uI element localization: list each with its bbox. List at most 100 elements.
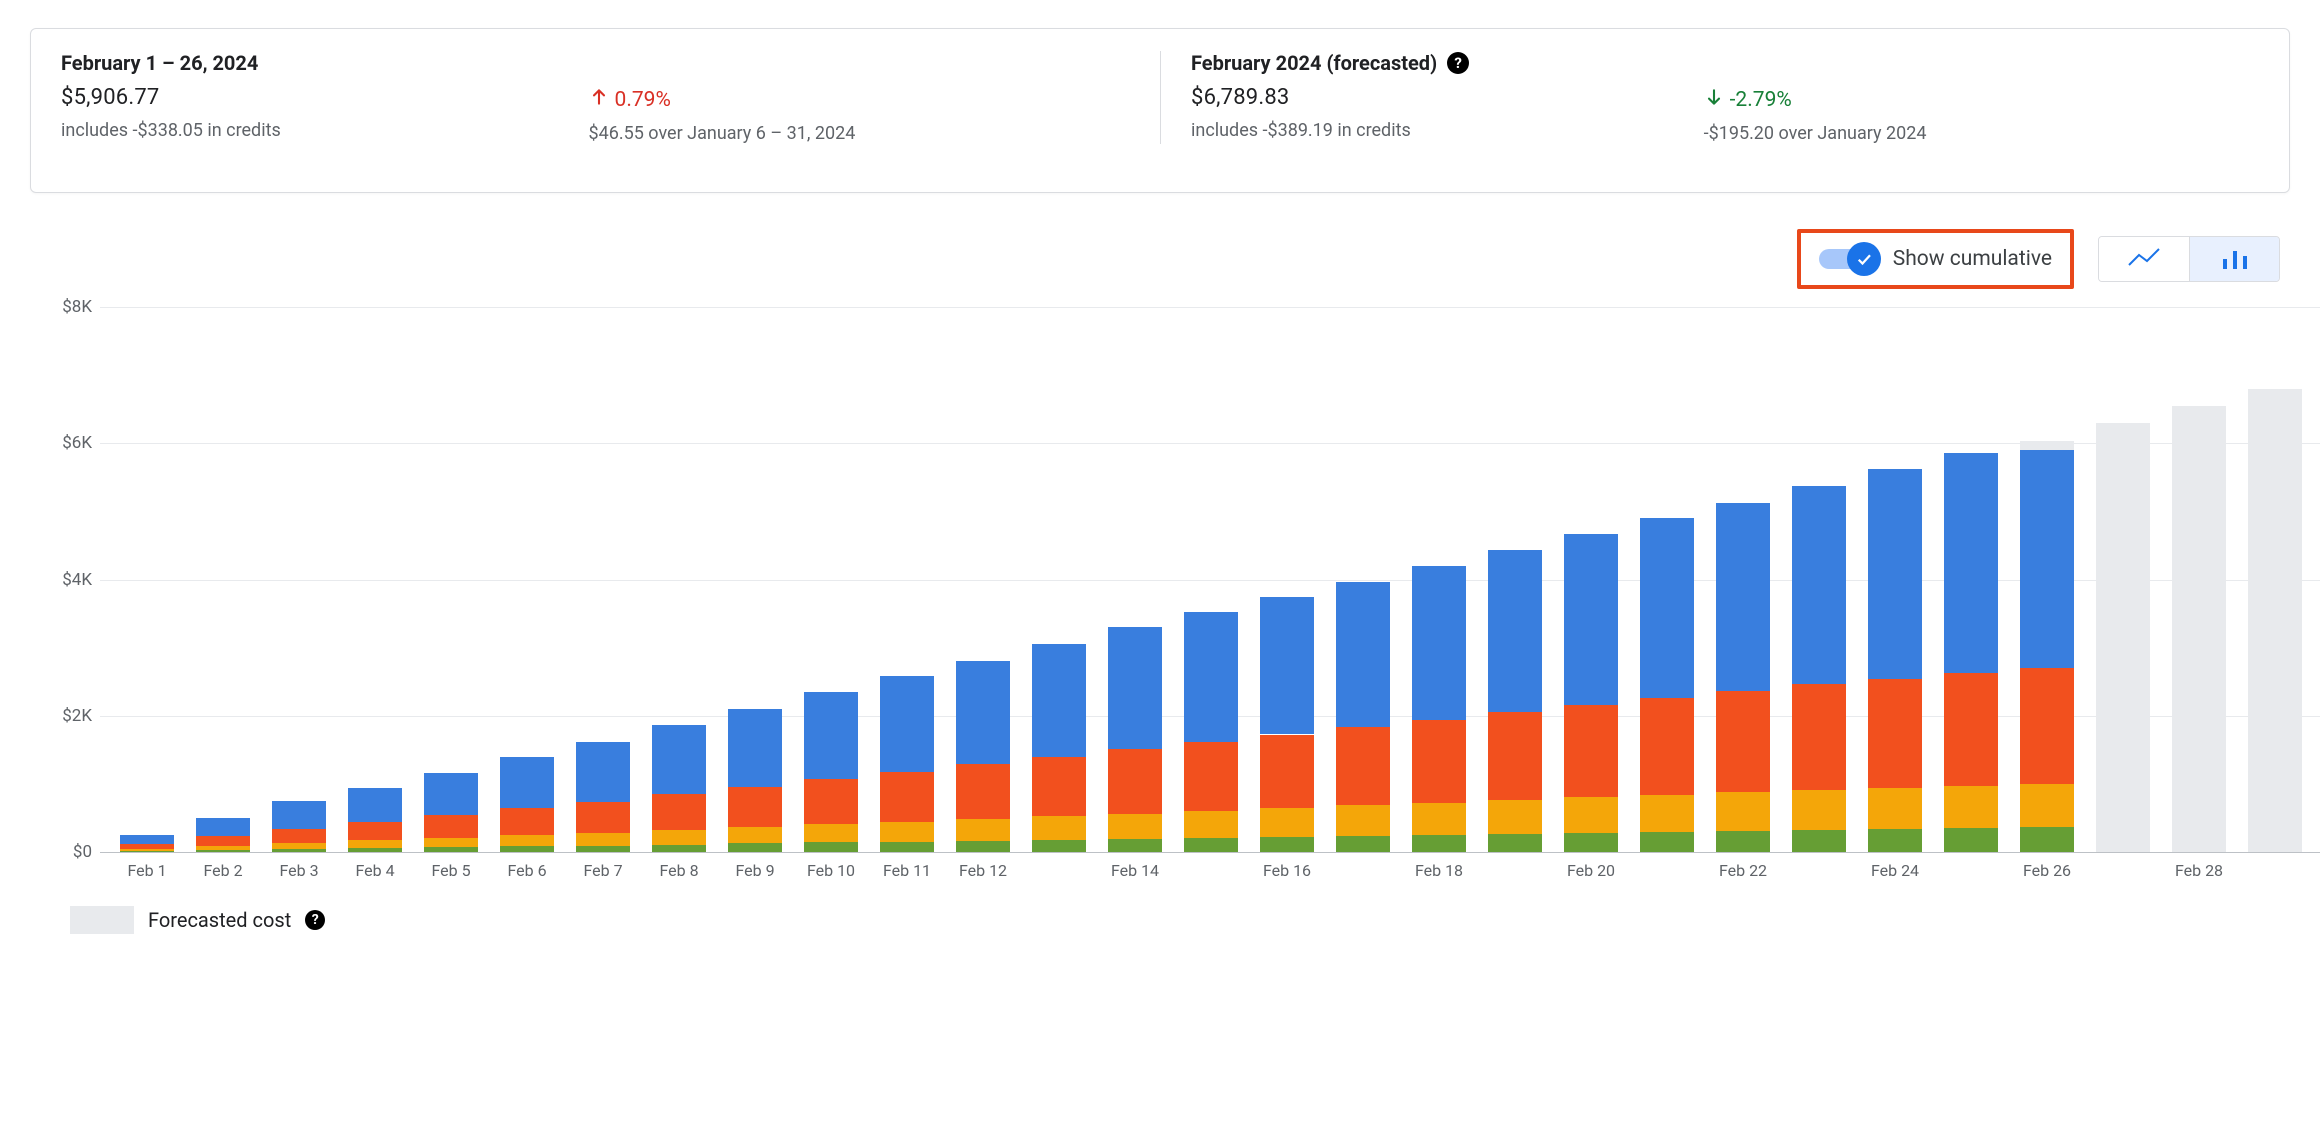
bar-segment-orange <box>728 787 782 827</box>
bar-segment-orange <box>1488 712 1542 800</box>
bar-segment-green <box>1032 840 1086 852</box>
x-axis-label: Feb 28 <box>2175 861 2223 880</box>
bar-segment-blue <box>956 661 1010 764</box>
forecast-delta: -2.79% <box>1704 87 2259 113</box>
bar-chart-icon <box>2220 247 2250 271</box>
bar-segment-orange <box>880 772 934 822</box>
forecast-credits-note: includes -$389.19 in credits <box>1191 120 1704 141</box>
bar-segment-yellow <box>1640 795 1694 832</box>
forecast-period-title: February 2024 (forecasted) <box>1191 51 1437 75</box>
bar-segment-yellow <box>348 840 402 848</box>
bar-segment-green <box>1716 831 1770 852</box>
bar-segment-orange <box>1868 679 1922 788</box>
bar-segment-green <box>1184 838 1238 852</box>
summary-card: February 1 – 26, 2024 $5,906.77 includes… <box>30 28 2290 193</box>
actual-delta: 0.79% <box>589 87 1160 113</box>
x-axis-label: Feb 20 <box>1567 861 1615 880</box>
bar-segment-blue <box>500 757 554 809</box>
x-axis-label: Feb 10 <box>807 861 855 880</box>
bar-segment-green <box>1944 828 1998 852</box>
bar-segment-green <box>1564 833 1618 852</box>
chart-legend: Forecasted cost ? <box>70 906 2290 934</box>
bar-segment-orange <box>1184 742 1238 811</box>
bar-segment-yellow <box>804 824 858 842</box>
bar-segment-green <box>1260 837 1314 852</box>
forecast-legend-swatch <box>70 906 134 934</box>
y-axis-label: $4K <box>34 570 92 590</box>
bar-segment-blue <box>880 676 934 772</box>
x-axis-label: Feb 1 <box>127 861 166 880</box>
bar-segment-blue <box>1640 518 1694 698</box>
x-axis-label: Feb 8 <box>659 861 698 880</box>
x-axis-label: Feb 2 <box>203 861 242 880</box>
bar-segment-orange <box>1640 698 1694 795</box>
bar-segment-green <box>1488 834 1542 852</box>
x-axis-label: Feb 12 <box>959 861 1007 880</box>
y-axis-label: $6K <box>34 433 92 453</box>
bar-segment-green <box>196 850 250 852</box>
bar-segment-blue <box>728 709 782 787</box>
bar-segment-blue <box>120 835 174 844</box>
line-view-button[interactable] <box>2099 237 2189 281</box>
actual-credits-note: includes -$338.05 in credits <box>61 120 589 141</box>
chart-plot-area: $0$2K$4K$6K$8KFeb 1Feb 2Feb 3Feb 4Feb 5F… <box>100 307 2320 852</box>
bar-segment-blue <box>1412 566 1466 720</box>
bar-segment-orange <box>576 802 630 833</box>
bar-segment-orange <box>1564 705 1618 797</box>
bar-segment-yellow <box>424 838 478 848</box>
bar-view-button[interactable] <box>2189 237 2279 281</box>
x-axis-label: Feb 14 <box>1111 861 1159 880</box>
bar-segment-orange <box>196 836 250 846</box>
bar-segment-blue <box>804 692 858 780</box>
bar-segment-blue <box>1868 469 1922 678</box>
x-axis-label: Feb 9 <box>735 861 774 880</box>
bar-segment-yellow <box>1716 792 1770 830</box>
forecast-bar-segment <box>2248 389 2302 852</box>
y-axis-label: $0 <box>34 842 92 862</box>
help-icon[interactable]: ? <box>305 910 325 930</box>
bar-segment-yellow <box>1108 814 1162 839</box>
cumulative-toggle[interactable] <box>1819 249 1877 269</box>
bar-segment-yellow <box>1564 797 1618 832</box>
bar-segment-yellow <box>2020 784 2074 828</box>
bar-segment-yellow <box>1032 816 1086 840</box>
bar-segment-blue <box>424 773 478 815</box>
bar-segment-orange <box>1108 749 1162 813</box>
bar-segment-blue <box>1336 582 1390 727</box>
bar-segment-orange <box>2020 668 2074 784</box>
actual-delta-pct: 0.79% <box>615 88 671 112</box>
bar-segment-green <box>272 849 326 852</box>
cumulative-toggle-label: Show cumulative <box>1893 247 2052 271</box>
bar-segment-blue <box>576 742 630 802</box>
summary-actual: February 1 – 26, 2024 $5,906.77 includes… <box>61 51 1160 144</box>
bar-segment-orange <box>956 764 1010 819</box>
bar-segment-green <box>880 842 934 852</box>
bar-segment-blue <box>1032 644 1086 757</box>
bar-segment-green <box>348 848 402 852</box>
bar-segment-green <box>1108 839 1162 852</box>
bar-segment-yellow <box>272 843 326 849</box>
x-axis-label: Feb 7 <box>583 861 622 880</box>
bar-segment-orange <box>1716 691 1770 793</box>
bar-segment-green <box>804 842 858 852</box>
cumulative-toggle-highlight: Show cumulative <box>1797 229 2074 289</box>
bar-segment-yellow <box>1792 790 1846 830</box>
bar-segment-blue <box>348 788 402 822</box>
bar-segment-yellow <box>1260 808 1314 837</box>
bar-segment-blue <box>196 818 250 836</box>
bar-segment-green <box>956 841 1010 852</box>
forecast-legend-label: Forecasted cost <box>148 908 291 932</box>
bar-segment-yellow <box>500 835 554 846</box>
help-icon[interactable]: ? <box>1447 52 1469 74</box>
bar-segment-green <box>120 851 174 852</box>
forecast-delta-note: -$195.20 over January 2024 <box>1704 123 2259 144</box>
bar-segment-green <box>1336 836 1390 852</box>
bar-segment-blue <box>1944 453 1998 673</box>
chart-view-switch <box>2098 236 2280 282</box>
forecast-bar-segment <box>2096 423 2150 852</box>
bar-segment-yellow <box>576 833 630 846</box>
arrow-up-icon <box>589 87 609 113</box>
bar-segment-yellow <box>1488 800 1542 834</box>
x-axis-label: Feb 16 <box>1263 861 1311 880</box>
grid-line <box>100 443 2320 444</box>
